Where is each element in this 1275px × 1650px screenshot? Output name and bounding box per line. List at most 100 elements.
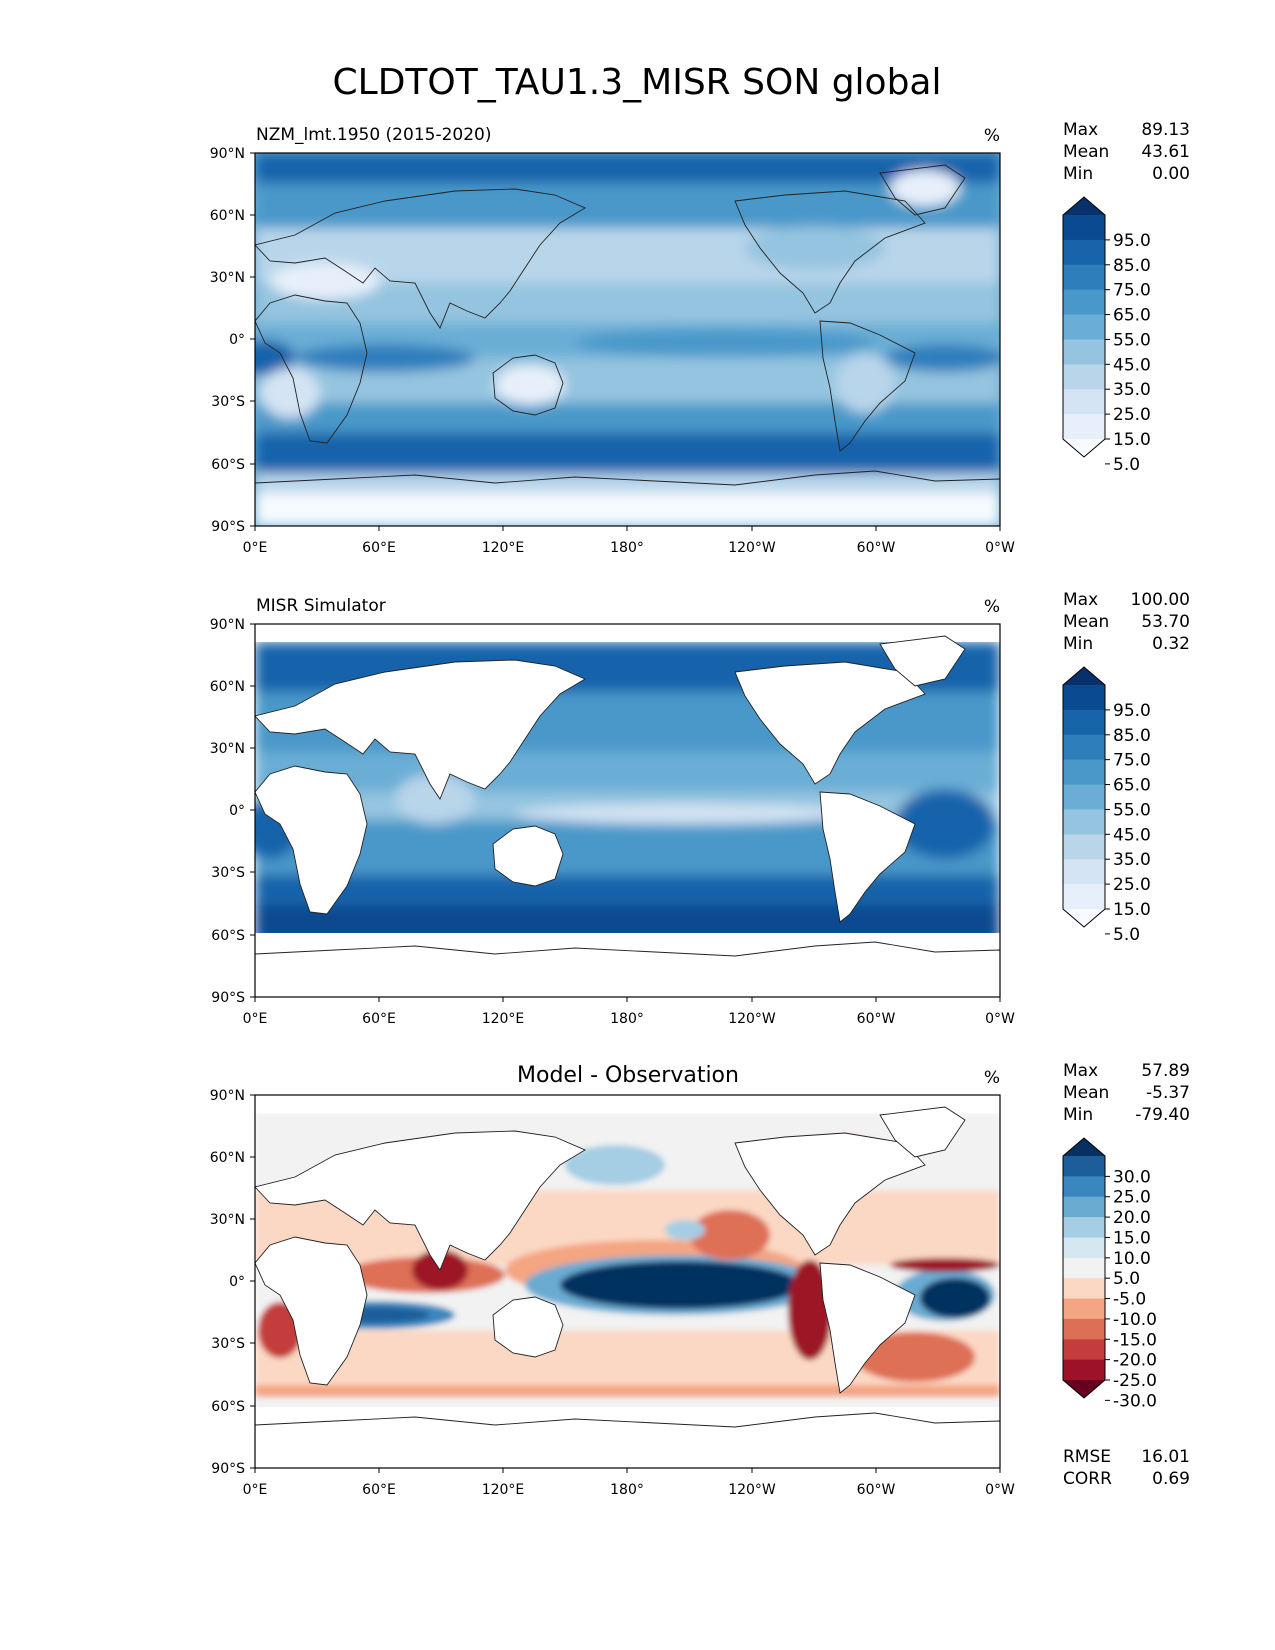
stat-value: 43.61 bbox=[1141, 142, 1190, 162]
corr-value: 0.69 bbox=[1152, 1469, 1190, 1489]
svg-text:0°W: 0°W bbox=[985, 540, 1015, 556]
lon-tick: 120°W bbox=[728, 1468, 776, 1498]
colorbar-label: 45.0 bbox=[1113, 355, 1151, 375]
lat-tick: 60°S bbox=[211, 1399, 255, 1415]
colorbar: 30.025.020.015.010.05.0-5.0-10.0-15.0-20… bbox=[1062, 1137, 1157, 1411]
lon-tick: 60°W bbox=[857, 997, 895, 1027]
colorbar-extend-min bbox=[1063, 909, 1105, 927]
colorbar-bin bbox=[1063, 734, 1105, 761]
stat-value: 89.13 bbox=[1141, 120, 1190, 140]
colorbar-label: -5.0 bbox=[1113, 1290, 1146, 1310]
colorbar-bin bbox=[1063, 859, 1105, 885]
svg-text:60°E: 60°E bbox=[362, 1011, 396, 1027]
svg-text:180°: 180° bbox=[610, 1482, 644, 1498]
panel-units: % bbox=[984, 1068, 1000, 1088]
lat-tick: 90°N bbox=[210, 1088, 255, 1104]
svg-text:90°N: 90°N bbox=[210, 1088, 245, 1104]
colorbar-label: 55.0 bbox=[1113, 330, 1151, 350]
colorbar-bin bbox=[1063, 759, 1105, 786]
svg-text:60°N: 60°N bbox=[210, 208, 245, 224]
lat-axis: 90°N 60°N 30°N 0° 30°S 60°S 90°S bbox=[210, 617, 255, 1006]
skill-scores: RMSE 16.01 CORR 0.69 bbox=[1063, 1447, 1190, 1489]
colorbar-label: 20.0 bbox=[1113, 1208, 1151, 1228]
stats-block: Max 57.89 Mean -5.37 Min -79.40 bbox=[1063, 1061, 1190, 1125]
colorbar-label: 25.0 bbox=[1113, 1188, 1151, 1208]
colorbar-label: -10.0 bbox=[1113, 1310, 1157, 1330]
colorbar-bin bbox=[1063, 1196, 1105, 1218]
stat-label: Min bbox=[1063, 164, 1093, 184]
svg-text:90°S: 90°S bbox=[211, 519, 245, 535]
colorbar-label: 25.0 bbox=[1113, 875, 1151, 895]
panel-units: % bbox=[984, 597, 1000, 617]
colorbar-bin bbox=[1063, 1156, 1105, 1177]
colorbar-bin bbox=[1063, 364, 1105, 390]
colorbar-bin bbox=[1063, 1318, 1105, 1340]
svg-text:90°N: 90°N bbox=[210, 617, 245, 633]
colorbar-bin bbox=[1063, 1217, 1105, 1238]
lat-tick: 60°S bbox=[211, 928, 255, 944]
colorbar-bin bbox=[1063, 314, 1105, 340]
stat-label: Max bbox=[1063, 1061, 1098, 1081]
svg-text:60°E: 60°E bbox=[362, 540, 396, 556]
svg-text:120°W: 120°W bbox=[728, 1482, 776, 1498]
colorbar-extend-max bbox=[1063, 1138, 1105, 1156]
svg-text:120°W: 120°W bbox=[728, 540, 776, 556]
panel-difference: Model - Observation % bbox=[210, 1061, 1190, 1498]
svg-text:30°S: 30°S bbox=[211, 1336, 245, 1352]
lat-axis: 90°N 60°N 30°N 0° 30°S 60°S 90°S bbox=[210, 1088, 255, 1477]
colorbar: 95.0 85.0 75.0 65.0 55.0 45.0 35.0 25.0 15.0 5.0 bbox=[1062, 666, 1151, 945]
colorbar-extend-max bbox=[1063, 667, 1105, 685]
lon-tick: 0°W bbox=[985, 997, 1015, 1027]
lon-tick: 0°E bbox=[243, 1468, 267, 1498]
lon-tick: 0°E bbox=[243, 997, 267, 1027]
svg-text:60°S: 60°S bbox=[211, 457, 245, 473]
svg-text:0°: 0° bbox=[229, 332, 245, 348]
svg-text:180°: 180° bbox=[610, 540, 644, 556]
panel-model: NZM_lmt.1950 (2015-2020) % bbox=[210, 120, 1190, 556]
lat-tick: 0° bbox=[229, 332, 255, 348]
svg-text:90°N: 90°N bbox=[210, 146, 245, 162]
lat-tick: 90°S bbox=[211, 990, 255, 1006]
colorbar-label: 35.0 bbox=[1113, 850, 1151, 870]
colorbar: 95.0 85.0 75.0 65.0 55.0 45.0 35.0 25.0 15.0 5.0 bbox=[1062, 196, 1151, 475]
lat-tick: 30°N bbox=[210, 741, 255, 757]
corr-label: CORR bbox=[1063, 1469, 1112, 1489]
colorbar-label: -20.0 bbox=[1113, 1351, 1157, 1371]
colorbar-label: 95.0 bbox=[1113, 701, 1151, 721]
colorbar-label: 10.0 bbox=[1113, 1249, 1151, 1269]
stat-label: Min bbox=[1063, 1105, 1093, 1125]
stat-value: 0.00 bbox=[1152, 164, 1190, 184]
stats-block: Max 89.13 Mean 43.61 Min 0.00 bbox=[1063, 120, 1190, 184]
svg-text:120°W: 120°W bbox=[728, 1011, 776, 1027]
rmse-label: RMSE bbox=[1063, 1447, 1111, 1467]
colorbar-label: 15.0 bbox=[1113, 1228, 1151, 1248]
svg-text:180°: 180° bbox=[610, 1011, 644, 1027]
colorbar-label: 55.0 bbox=[1113, 800, 1151, 820]
lat-tick: 30°S bbox=[211, 865, 255, 881]
map-field bbox=[255, 1095, 1000, 1468]
colorbar-bin bbox=[1063, 1257, 1105, 1279]
colorbar-bin bbox=[1063, 215, 1105, 241]
stat-value: -79.40 bbox=[1135, 1105, 1190, 1125]
panel-units: % bbox=[984, 126, 1000, 146]
lon-tick: 180° bbox=[610, 526, 644, 556]
lat-tick: 60°N bbox=[210, 208, 255, 224]
stat-value: 53.70 bbox=[1141, 612, 1190, 632]
svg-text:30°S: 30°S bbox=[211, 394, 245, 410]
lat-tick: 30°S bbox=[211, 394, 255, 410]
svg-text:30°S: 30°S bbox=[211, 865, 245, 881]
svg-text:60°W: 60°W bbox=[857, 1482, 896, 1498]
colorbar-bin bbox=[1063, 784, 1105, 810]
lat-axis: 90°N 60°N 30°N 0° 30°S 60°S 90°S bbox=[210, 146, 255, 535]
stat-label: Mean bbox=[1063, 612, 1109, 632]
lon-tick: 0°W bbox=[985, 1468, 1015, 1498]
lon-tick: 120°W bbox=[728, 997, 776, 1027]
lat-tick: 30°N bbox=[210, 1212, 255, 1228]
colorbar-label: 75.0 bbox=[1113, 751, 1151, 771]
svg-text:60°S: 60°S bbox=[211, 928, 245, 944]
colorbar-bin bbox=[1063, 685, 1105, 711]
colorbar-label: -15.0 bbox=[1113, 1330, 1157, 1350]
svg-text:60°S: 60°S bbox=[211, 1399, 245, 1415]
figure-title: CLDTOT_TAU1.3_MISR SON global bbox=[333, 62, 942, 103]
